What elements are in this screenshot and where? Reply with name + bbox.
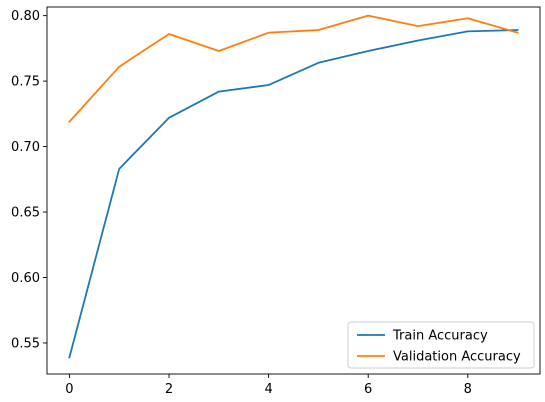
x-tick-label: 4 (264, 382, 272, 397)
y-tick-label: 0.75 (11, 75, 40, 90)
legend-box (347, 321, 535, 369)
y-tick-label: 0.70 (11, 140, 40, 155)
series-layer (68, 14, 519, 359)
y-tick-label: 0.65 (11, 206, 40, 221)
legend-label: Validation Accuracy (393, 350, 521, 365)
x-tick-label: 0 (65, 382, 73, 397)
y-axis: 0.55 0.60 0.65 0.70 0.75 0.80 (11, 9, 47, 351)
legend: Train Accuracy Validation Accuracy (347, 321, 535, 369)
x-tick-label: 6 (364, 382, 372, 397)
series-line-validation-accuracy (68, 14, 519, 123)
y-tick-label: 0.55 (11, 336, 40, 351)
y-tick-label: 0.60 (11, 271, 40, 286)
series-line-train-accuracy (68, 29, 519, 359)
plot-area (46, 6, 541, 375)
x-tick-label: 8 (464, 382, 472, 397)
plot-frame (46, 6, 541, 375)
x-axis: 0 2 4 6 8 (65, 374, 472, 397)
legend-label: Train Accuracy (392, 329, 488, 344)
y-tick-label: 0.80 (11, 9, 40, 24)
x-tick-label: 2 (165, 382, 173, 397)
